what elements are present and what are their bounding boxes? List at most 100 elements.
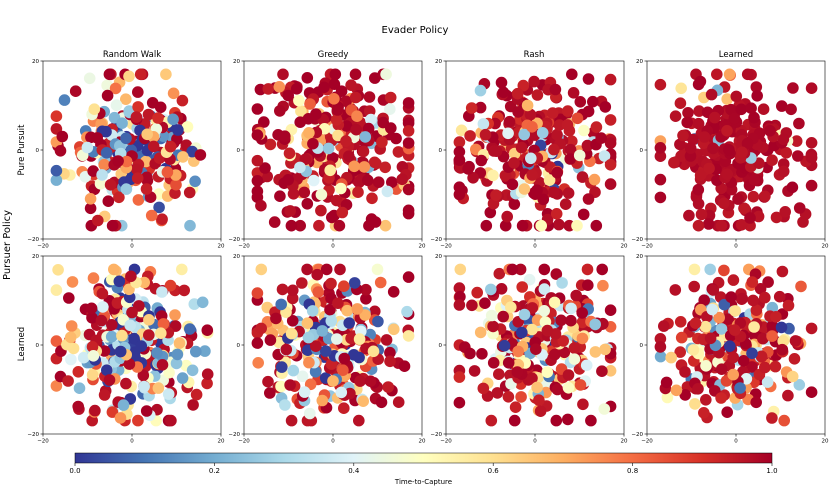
scatter-point [688, 280, 700, 293]
scatter-point [654, 350, 667, 363]
scatter-point [501, 210, 513, 223]
scatter-point [140, 405, 153, 417]
scatter-point [335, 386, 348, 399]
scatter-point [499, 219, 512, 232]
scatter-point [782, 389, 794, 402]
scatter-point [555, 314, 567, 327]
scatter-point [805, 151, 818, 164]
scatter-point [313, 219, 325, 232]
scatter-point [87, 165, 99, 177]
scatter-point [521, 99, 534, 112]
scatter-point [537, 193, 550, 206]
scatter-point [379, 161, 392, 174]
scatter-point [723, 68, 736, 81]
scatter-point [380, 68, 392, 81]
colorbar-tick-label: 0.4 [348, 467, 360, 475]
scatter-point [286, 292, 299, 305]
scatter-point [465, 102, 478, 114]
x-tick-label: 20 [218, 244, 225, 250]
scatter-point [125, 270, 137, 283]
scatter-point [571, 112, 584, 125]
scatter-point [376, 136, 388, 148]
scatter-point [715, 392, 727, 404]
scatter-point [692, 383, 704, 395]
scatter-point [754, 283, 767, 295]
x-tick-label: 20 [218, 439, 225, 445]
scatter-point [707, 284, 720, 296]
x-tick-label: −20 [37, 244, 49, 250]
scatter-point [453, 146, 466, 158]
scatter-point [86, 312, 98, 324]
scatter-point [477, 382, 490, 395]
scatter-point [50, 284, 63, 296]
scatter-point [453, 154, 466, 166]
scatter-point [508, 157, 520, 169]
scatter-point [275, 298, 288, 311]
scatter-point [338, 402, 350, 415]
scatter-point [464, 130, 476, 142]
panel-0-2: −20 0 20 20 0 −20 [430, 59, 628, 250]
scatter-point [604, 114, 617, 126]
scatter-point [184, 323, 196, 335]
scatter-point [565, 314, 577, 327]
scatter-point [568, 342, 581, 354]
scatter-point [512, 106, 524, 118]
scatter-point [700, 394, 712, 406]
scatter-point [287, 364, 300, 377]
scatter-point [506, 263, 519, 276]
scatter-point [789, 335, 802, 347]
scatter-point [63, 292, 75, 304]
scatter-point [282, 89, 295, 102]
scatter-point [476, 348, 488, 360]
scatter-point [331, 333, 343, 345]
scatter-point [556, 277, 568, 289]
scatter-point [681, 116, 693, 129]
scatter-point [390, 132, 402, 145]
scatter-point [590, 219, 603, 232]
scatter-point [88, 103, 101, 115]
scatter-point [561, 119, 574, 131]
scatter-point [58, 94, 71, 106]
scatter-point [596, 365, 608, 378]
scatter-point [502, 391, 515, 403]
scatter-point [786, 370, 799, 383]
scatter-point [312, 286, 325, 298]
scatter-point [462, 163, 474, 175]
scatter-point [466, 299, 478, 312]
scatter-point [173, 337, 186, 349]
scatter-point [674, 346, 686, 358]
scatter-point [574, 379, 587, 391]
scatter-point [588, 173, 601, 186]
scatter-point [689, 398, 701, 410]
scatter-point [304, 378, 317, 391]
x-tick-label: 0 [130, 439, 134, 445]
scatter-point [669, 284, 682, 296]
scatter-point [675, 82, 687, 95]
y-tick-label: −20 [430, 432, 442, 438]
scatter-point [750, 304, 763, 317]
axis-ticks: −20 0 20 20 0 −20 [430, 59, 628, 250]
scatter-point [170, 178, 182, 191]
scatter-point [141, 171, 153, 184]
column-title-rash: Rash [524, 50, 545, 60]
scatter-point [350, 123, 363, 136]
scatter-point [50, 164, 63, 177]
scatter-point [298, 186, 311, 199]
scatter-point [252, 357, 264, 369]
scatter-point [116, 329, 128, 342]
scatter-point [357, 395, 370, 408]
scatter-point [304, 407, 316, 420]
scatter-point [114, 345, 127, 358]
scatter-point [721, 125, 733, 137]
axis-ticks: −20 0 20 20 0 −20 [27, 59, 225, 250]
scatter-point [98, 158, 110, 171]
scatter-point [573, 149, 586, 162]
scatter-point [604, 365, 617, 377]
scatter-points [654, 68, 818, 232]
scatter-point [285, 327, 298, 340]
x-tick-label: 0 [734, 244, 738, 250]
scatter-point [164, 140, 177, 153]
x-tick-label: −20 [238, 244, 250, 250]
x-tick-label: −20 [641, 439, 653, 445]
scatter-point [551, 383, 564, 396]
